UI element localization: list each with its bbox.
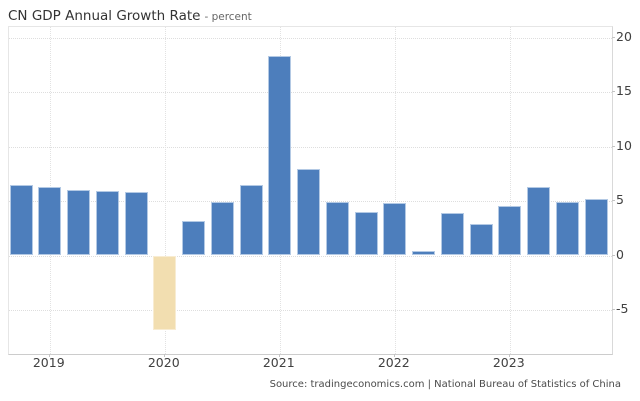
bar-2021-Q2[interactable] (297, 169, 320, 256)
plot-area (8, 26, 613, 355)
y-axis-tick (612, 308, 615, 310)
h-gridline--5 (9, 309, 612, 311)
x-axis-tick (393, 354, 395, 357)
y-axis-tick (612, 91, 615, 93)
bar-2018-Q4[interactable] (9, 184, 33, 256)
bar-2023-Q1[interactable] (498, 206, 522, 256)
h-gridline-15 (9, 92, 612, 94)
bar-2021-Q4[interactable] (354, 211, 378, 256)
bar-2022-Q2[interactable] (412, 251, 435, 256)
y-axis-tick-label: 15 (616, 83, 632, 99)
bar-2022-Q3[interactable] (440, 213, 464, 256)
x-axis-tick-label: 2023 (492, 355, 525, 370)
x-axis-tick-label: 2021 (262, 355, 295, 370)
y-axis-tick (612, 145, 615, 147)
x-axis-tick (48, 354, 50, 357)
y-axis-tick-label: 0 (616, 246, 624, 262)
chart-subtitle: - percent (204, 11, 252, 23)
bar-2023-Q3[interactable] (555, 202, 579, 256)
h-gridline-10 (9, 146, 612, 148)
v-gridline-2022 (394, 27, 396, 354)
bar-2022-Q4[interactable] (469, 223, 493, 256)
bar-2021-Q3[interactable] (325, 202, 349, 256)
x-axis-tick (278, 354, 280, 357)
v-gridline-2023 (509, 27, 511, 354)
x-axis-tick-label: 2020 (147, 355, 180, 370)
x-axis-tick-label: 2022 (377, 355, 410, 370)
x-axis-tick (163, 354, 165, 357)
y-axis-tick-label: 5 (616, 192, 624, 208)
bar-2019-Q3[interactable] (95, 191, 119, 256)
bar-2023-Q2[interactable] (527, 186, 550, 256)
h-gridline-20 (9, 37, 612, 39)
y-axis-tick (612, 254, 615, 256)
y-axis-tick (612, 200, 615, 202)
bar-2019-Q2[interactable] (67, 190, 90, 256)
bar-2020-Q1[interactable] (153, 255, 177, 330)
bar-2020-Q4[interactable] (239, 184, 263, 256)
chart-header: CN GDP Annual Growth Rate - percent (8, 5, 252, 24)
source-attribution: Source: tradingeconomics.com | National … (269, 379, 621, 390)
chart-title: CN GDP Annual Growth Rate (8, 8, 201, 24)
y-axis-tick-label: 10 (616, 137, 632, 153)
bar-2022-Q1[interactable] (383, 203, 407, 256)
x-axis-tick-label: 2019 (32, 355, 65, 370)
bar-2021-Q1[interactable] (268, 56, 292, 256)
h-gridline-0 (9, 255, 612, 257)
bar-2020-Q2[interactable] (182, 220, 205, 256)
bar-2023-Q4[interactable] (584, 198, 608, 256)
bar-2019-Q1[interactable] (38, 186, 62, 256)
bar-2019-Q4[interactable] (124, 192, 148, 256)
y-axis-tick (612, 36, 615, 38)
y-axis-tick-label: -5 (616, 300, 629, 316)
v-gridline-2020 (164, 27, 166, 354)
bar-2020-Q3[interactable] (210, 202, 234, 256)
y-axis-tick-label: 20 (616, 28, 632, 44)
x-axis-tick (508, 354, 510, 357)
